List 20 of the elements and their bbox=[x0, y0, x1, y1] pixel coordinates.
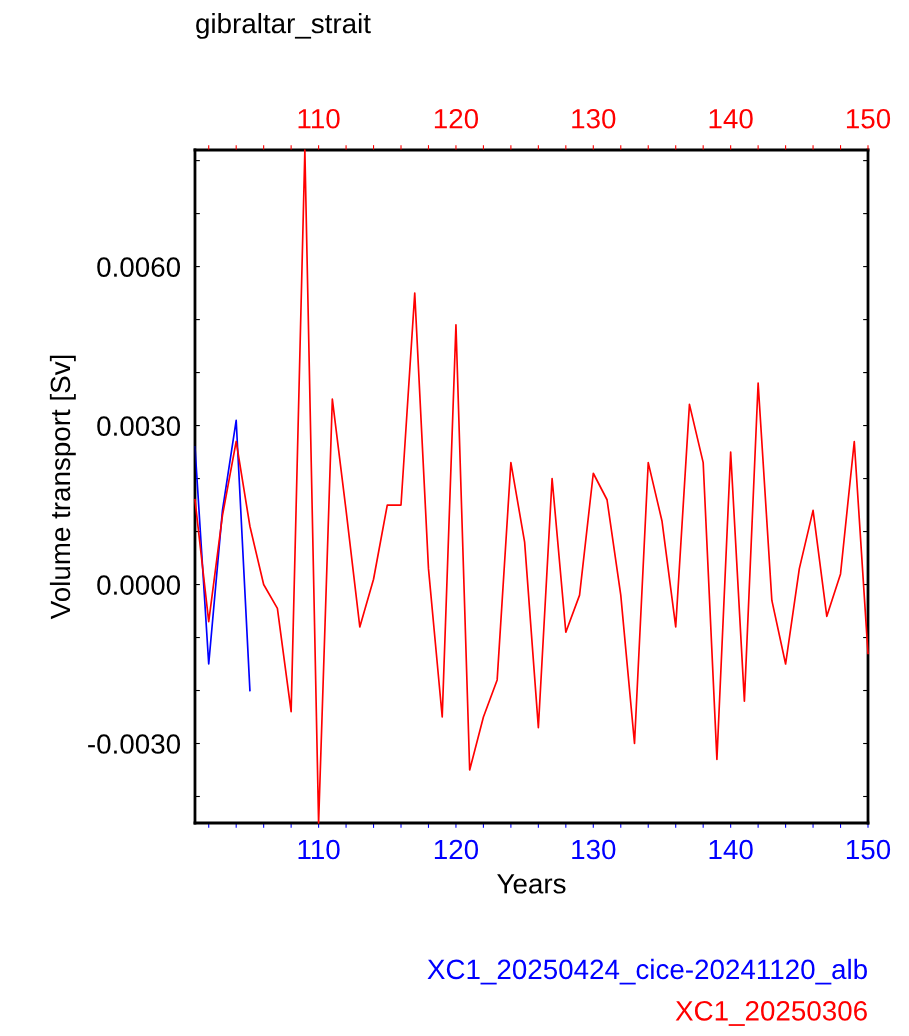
x-tick-label: 140 bbox=[709, 839, 753, 860]
x-tick-label: 130 bbox=[572, 839, 616, 860]
x2-tick-label: 150 bbox=[846, 108, 891, 129]
x-tick-label: 120 bbox=[434, 839, 479, 860]
y-tick-label: 0.0000 bbox=[97, 575, 181, 595]
chart-title: gibraltar_strait bbox=[196, 12, 371, 39]
x-tick-label: 150 bbox=[846, 839, 891, 860]
y-axis-title: Volume transport [Sv] bbox=[49, 355, 76, 620]
text: XC1_20250424_cice-20241120_alb bbox=[427, 958, 867, 985]
x-tick-label: 110 bbox=[298, 839, 340, 860]
x2-tick-label: 130 bbox=[572, 108, 616, 129]
y-tick-label: 0.0030 bbox=[97, 416, 181, 436]
x-axis-title: Years bbox=[497, 874, 566, 894]
text: XC1_20250306 bbox=[675, 1000, 867, 1026]
x2-tick-label: 140 bbox=[709, 108, 753, 129]
y-tick-label: 0.0060 bbox=[97, 257, 181, 277]
x2-tick-label: 120 bbox=[434, 108, 479, 129]
line-series bbox=[194, 419, 251, 692]
x2-tick-label: 110 bbox=[298, 108, 340, 129]
y-tick-label: -0.0030 bbox=[88, 734, 181, 754]
